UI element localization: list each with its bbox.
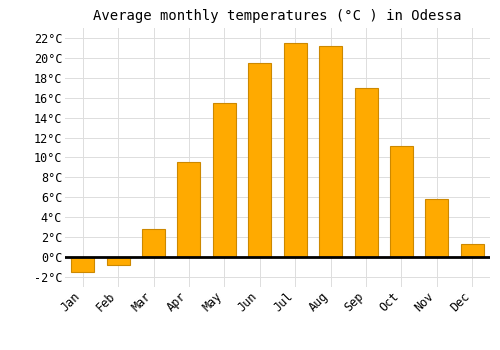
- Bar: [71, 257, 94, 272]
- Bar: [106, 257, 130, 265]
- Bar: [390, 146, 413, 257]
- Bar: [213, 103, 236, 257]
- Bar: [248, 63, 272, 257]
- Bar: [178, 162, 201, 257]
- Bar: [354, 88, 378, 257]
- Bar: [461, 244, 484, 257]
- Bar: [319, 46, 342, 257]
- Bar: [142, 229, 165, 257]
- Bar: [426, 199, 448, 257]
- Title: Average monthly temperatures (°C ) in Odessa: Average monthly temperatures (°C ) in Od…: [93, 9, 462, 23]
- Bar: [284, 43, 306, 257]
